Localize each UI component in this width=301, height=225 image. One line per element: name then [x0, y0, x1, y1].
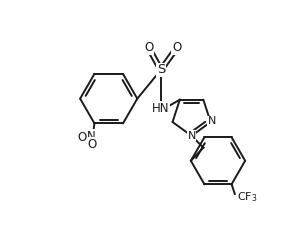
Text: N: N [207, 116, 216, 126]
Text: O: O [88, 138, 97, 151]
Text: S: S [157, 63, 165, 76]
Text: HN: HN [152, 102, 169, 115]
Text: O: O [78, 131, 87, 144]
Text: CF$_3$: CF$_3$ [237, 190, 257, 204]
Text: N: N [87, 130, 96, 143]
Text: N: N [188, 131, 196, 141]
Text: O: O [144, 41, 153, 54]
Text: O: O [172, 41, 181, 54]
